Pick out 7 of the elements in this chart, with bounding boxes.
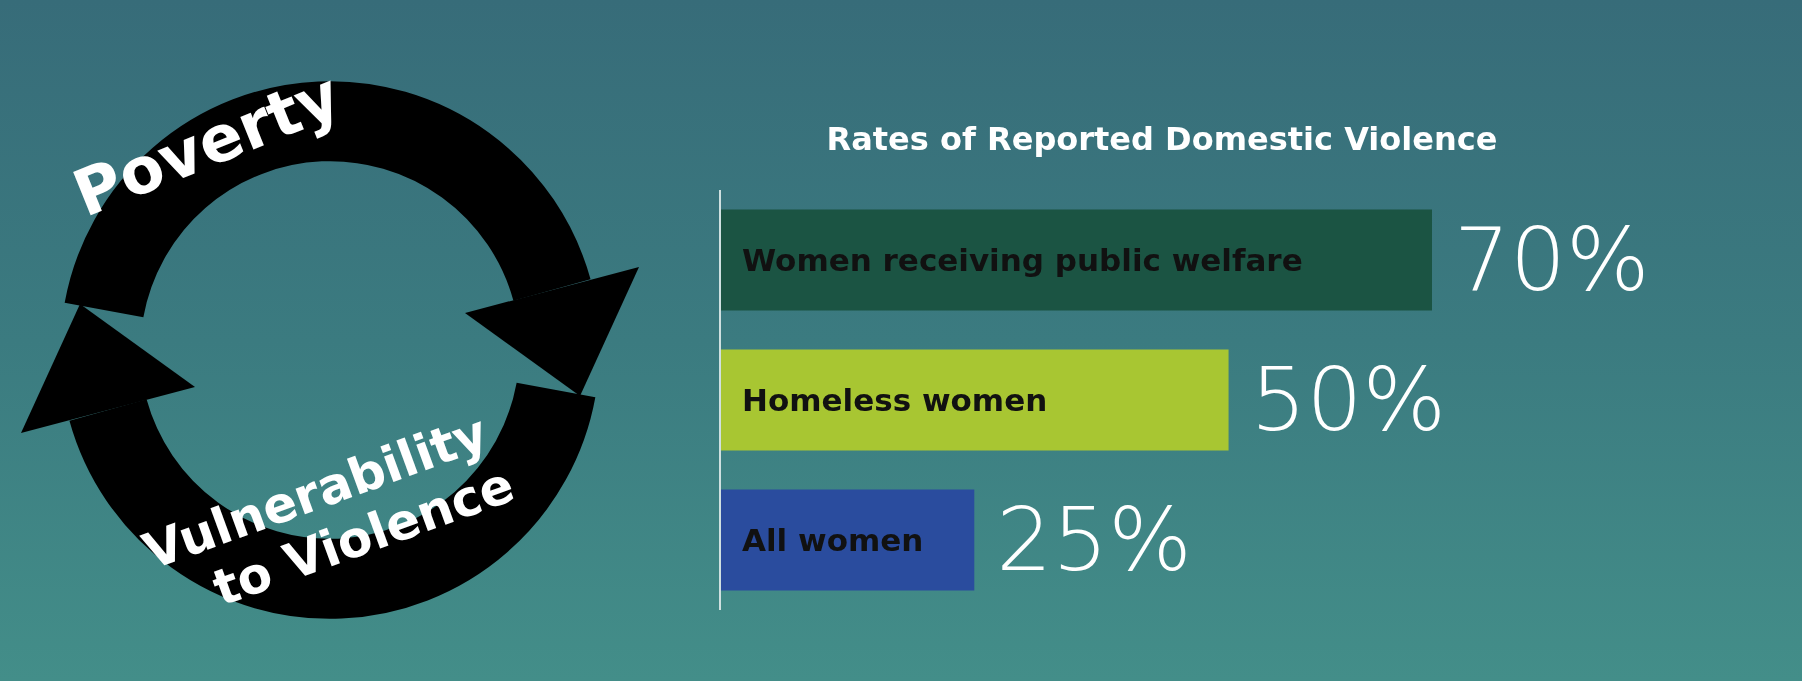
y-tick-label: All women	[742, 522, 924, 559]
y-tick-label: Women receiving public welfare	[742, 242, 1303, 279]
data-label: 25%	[996, 488, 1192, 592]
data-label: 70%	[1454, 208, 1650, 312]
chart-title: Rates of Reported Domestic Violence	[825, 120, 1499, 158]
data-label: 50%	[1250, 348, 1447, 452]
y-tick-label: Homeless women	[742, 382, 1048, 419]
